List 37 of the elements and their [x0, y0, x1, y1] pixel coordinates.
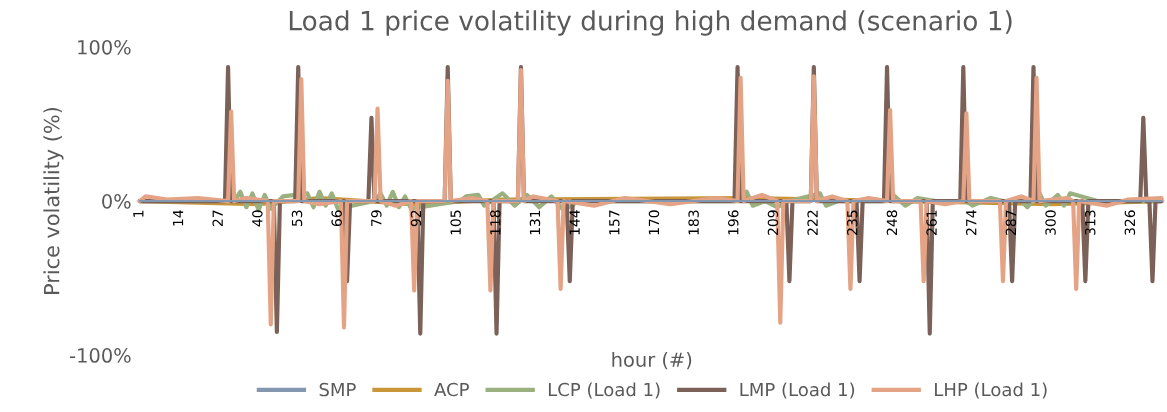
x-tick-label: 313: [1084, 210, 1096, 235]
x-tick-label: 222: [807, 210, 818, 235]
x-tick-label: 105: [450, 210, 461, 235]
x-tick-label: 144: [569, 210, 580, 235]
x-tick-label: 14: [172, 210, 184, 226]
x-tick-label: 261: [926, 210, 937, 235]
x-tick-label: 248: [886, 210, 898, 235]
x-tick-label: 40: [252, 210, 263, 227]
x-axis-title: hour (#): [612, 351, 692, 370]
x-tick-label: 131: [529, 210, 541, 235]
x-tick-label: 92: [410, 210, 422, 227]
x-tick-label: 287: [1005, 210, 1017, 235]
x-tick-label: 66: [331, 210, 342, 227]
x-tick-label: 27: [212, 210, 223, 227]
x-tick-label: 196: [728, 210, 739, 235]
x-tick-label: 53: [291, 210, 303, 226]
y-tick-label: 100%: [78, 39, 131, 55]
x-tick-label: 183: [688, 210, 699, 235]
x-tick-label: 1: [133, 210, 144, 217]
x-tick-label: 209: [767, 210, 779, 235]
legend-label: LMP (Load 1): [740, 382, 855, 399]
y-axis-title: Price volatility (%): [43, 107, 64, 294]
x-tick-label: 79: [371, 210, 382, 226]
legend-label: LCP (Load 1): [548, 382, 660, 399]
legend-label: ACP: [434, 382, 469, 397]
x-tick-label: 170: [648, 210, 660, 235]
legend-label: LHP (Load 1): [935, 382, 1047, 399]
chart-title: Load 1 price volatility during high demand (scenario 1): [289, 10, 1012, 36]
y-tick-label: 0%: [102, 194, 131, 209]
x-tick-label: 235: [847, 210, 858, 235]
legend-label: SMP: [319, 382, 356, 397]
x-tick-label: 300: [1045, 210, 1056, 235]
x-tick-label: 118: [490, 210, 501, 235]
x-tick-label: 157: [609, 210, 620, 235]
x-tick-label: 326: [1124, 210, 1136, 235]
x-tick-label: 274: [965, 210, 977, 235]
y-tick-label: -100%: [70, 348, 131, 363]
